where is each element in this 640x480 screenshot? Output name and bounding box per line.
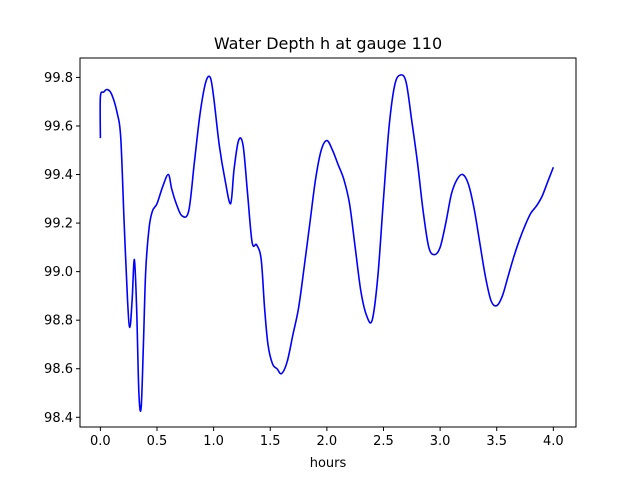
series-group [99,74,555,412]
y-tick-label: 98.8 [44,314,73,329]
y-tick-label: 98.4 [44,411,73,426]
x-tick-label: 2.0 [317,434,338,449]
chart-title: Water Depth h at gauge 110 [214,34,442,53]
y-tick-label: 99.6 [44,119,73,134]
x-tick-label: 0.0 [90,434,111,449]
plot-area: 0.0 0.5 1.0 1.5 2.0 2.5 3.0 3.5 4.0 98.4 98.6 98.8… [44,57,577,449]
plot-frame [79,57,577,428]
x-tick-label: 3.5 [486,434,507,449]
x-tick-label: 2.5 [373,434,394,449]
x-tick-label: 0.5 [147,434,168,449]
x-tick-label: 1.0 [203,434,224,449]
x-axis: 0.0 0.5 1.0 1.5 2.0 2.5 3.0 3.5 4.0 [90,427,564,449]
y-tick-label: 99.0 [44,265,73,280]
y-tick-label: 99.4 [44,168,73,183]
x-axis-label: hours [310,456,347,471]
x-tick-label: 4.0 [543,434,564,449]
x-tick-label: 1.5 [260,434,281,449]
y-axis: 98.4 98.6 98.8 99.0 99.2 99.4 99.6 99.8 [44,71,80,426]
y-tick-label: 98.6 [44,362,73,377]
x-tick-label: 3.0 [430,434,451,449]
y-tick-label: 99.2 [44,217,73,232]
y-tick-label: 99.8 [44,71,73,86]
series-line [99,74,555,412]
